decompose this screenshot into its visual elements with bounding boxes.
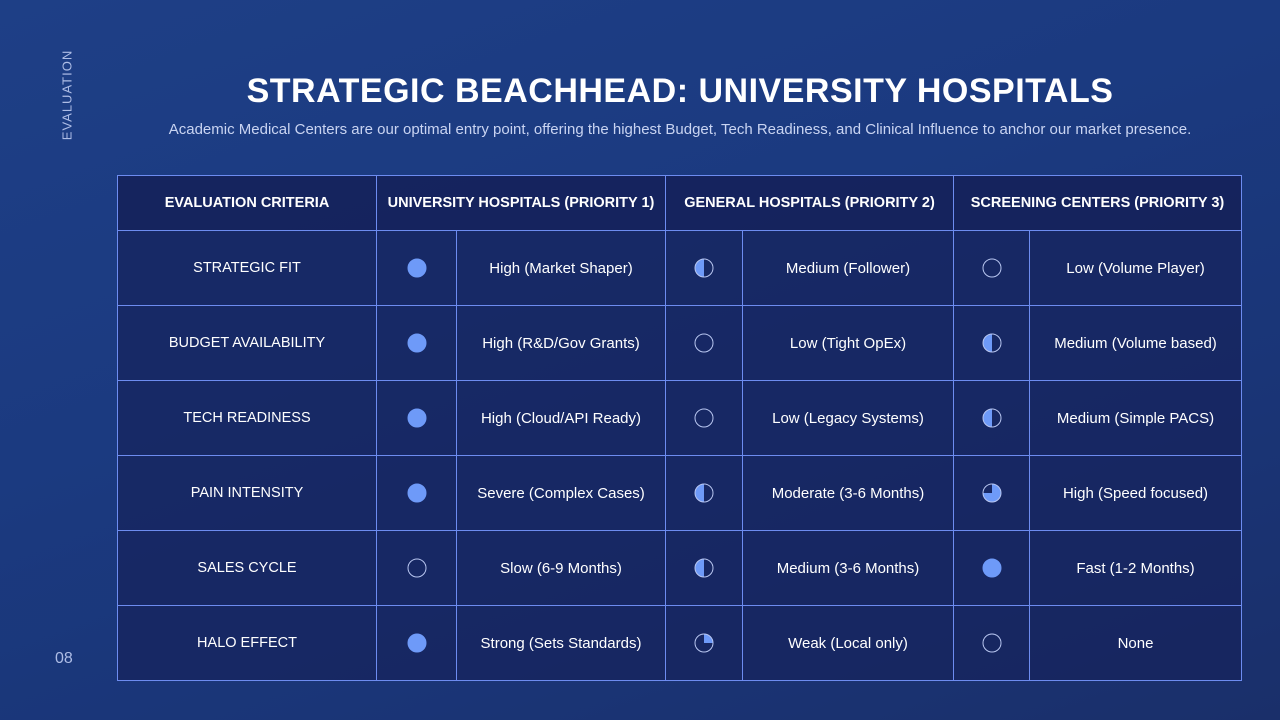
university-rating-text: Slow (6-9 Months) — [456, 530, 666, 606]
harvey-ball-three-quarter-icon — [955, 483, 1028, 503]
harvey-ball-full-icon — [378, 333, 455, 353]
table-row: BUDGET AVAILABILITY High (R&D/Gov Grants)… — [117, 305, 1242, 381]
criteria-cell: SALES CYCLE — [117, 530, 377, 606]
evaluation-table: EVALUATION CRITERIA UNIVERSITY HOSPITALS… — [117, 175, 1242, 681]
university-rating-cell — [376, 305, 457, 381]
harvey-ball-half-icon — [955, 408, 1028, 428]
harvey-ball-empty-icon — [955, 258, 1028, 278]
general-rating-cell — [665, 530, 743, 606]
university-rating-cell — [376, 230, 457, 306]
screening-rating-text: None — [1029, 605, 1242, 681]
table-row: PAIN INTENSITY Severe (Complex Cases) Mode… — [117, 455, 1242, 531]
page-number: 08 — [55, 650, 73, 667]
table-row: STRATEGIC FIT High (Market Shaper) Medium … — [117, 230, 1242, 306]
header-screening-centers: SCREENING CENTERS (PRIORITY 3) — [953, 175, 1242, 231]
criteria-cell: HALO EFFECT — [117, 605, 377, 681]
university-rating-cell — [376, 380, 457, 456]
header-university-hospitals: UNIVERSITY HOSPITALS (PRIORITY 1) — [376, 175, 666, 231]
header-criteria: EVALUATION CRITERIA — [117, 175, 377, 231]
harvey-ball-half-icon — [667, 483, 741, 503]
general-rating-text: Low (Legacy Systems) — [742, 380, 954, 456]
page-title: STRATEGIC BEACHHEAD: UNIVERSITY HOSPITAL… — [246, 72, 1114, 110]
criteria-cell: STRATEGIC FIT — [117, 230, 377, 306]
university-rating-text: High (Market Shaper) — [456, 230, 666, 306]
university-rating-text: Severe (Complex Cases) — [456, 455, 666, 531]
table-row: SALES CYCLE Slow (6-9 Months) Medium (3-6 … — [117, 530, 1242, 606]
harvey-ball-full-icon — [955, 558, 1028, 578]
screening-rating-cell — [953, 455, 1030, 531]
harvey-ball-half-icon — [667, 258, 741, 278]
criteria-cell: TECH READINESS — [117, 380, 377, 456]
criteria-cell: PAIN INTENSITY — [117, 455, 377, 531]
harvey-ball-empty-icon — [667, 333, 741, 353]
general-rating-text: Moderate (3-6 Months) — [742, 455, 954, 531]
harvey-ball-empty-icon — [667, 408, 741, 428]
screening-rating-cell — [953, 305, 1030, 381]
screening-rating-text: High (Speed focused) — [1029, 455, 1242, 531]
university-rating-text: High (R&D/Gov Grants) — [456, 305, 666, 381]
harvey-ball-empty-icon — [378, 558, 455, 578]
university-rating-cell — [376, 605, 457, 681]
header-general-hospitals: GENERAL HOSPITALS (PRIORITY 2) — [665, 175, 954, 231]
general-rating-text: Low (Tight OpEx) — [742, 305, 954, 381]
university-rating-text: Strong (Sets Standards) — [456, 605, 666, 681]
general-rating-text: Medium (Follower) — [742, 230, 954, 306]
screening-rating-cell — [953, 230, 1030, 306]
harvey-ball-half-icon — [667, 558, 741, 578]
harvey-ball-full-icon — [378, 483, 455, 503]
screening-rating-text: Medium (Simple PACS) — [1029, 380, 1242, 456]
general-rating-cell — [665, 455, 743, 531]
harvey-ball-quarter-icon — [667, 633, 741, 653]
table-header-row: EVALUATION CRITERIA UNIVERSITY HOSPITALS… — [117, 175, 1242, 231]
harvey-ball-full-icon — [378, 258, 455, 278]
general-rating-cell — [665, 605, 743, 681]
screening-rating-text: Low (Volume Player) — [1029, 230, 1242, 306]
general-rating-text: Medium (3-6 Months) — [742, 530, 954, 606]
harvey-ball-full-icon — [378, 633, 455, 653]
screening-rating-cell — [953, 530, 1030, 606]
harvey-ball-half-icon — [955, 333, 1028, 353]
university-rating-cell — [376, 530, 457, 606]
criteria-cell: BUDGET AVAILABILITY — [117, 305, 377, 381]
general-rating-cell — [665, 380, 743, 456]
table-row: HALO EFFECT Strong (Sets Standards) Weak (… — [117, 605, 1242, 681]
screening-rating-cell — [953, 605, 1030, 681]
table-row: TECH READINESS High (Cloud/API Ready) Low … — [117, 380, 1242, 456]
page-subtitle: Academic Medical Centers are our optimal… — [168, 121, 1192, 138]
general-rating-text: Weak (Local only) — [742, 605, 954, 681]
general-rating-cell — [665, 230, 743, 306]
university-rating-cell — [376, 455, 457, 531]
screening-rating-text: Fast (1-2 Months) — [1029, 530, 1242, 606]
harvey-ball-empty-icon — [955, 633, 1028, 653]
screening-rating-text: Medium (Volume based) — [1029, 305, 1242, 381]
harvey-ball-full-icon — [378, 408, 455, 428]
screening-rating-cell — [953, 380, 1030, 456]
university-rating-text: High (Cloud/API Ready) — [456, 380, 666, 456]
general-rating-cell — [665, 305, 743, 381]
